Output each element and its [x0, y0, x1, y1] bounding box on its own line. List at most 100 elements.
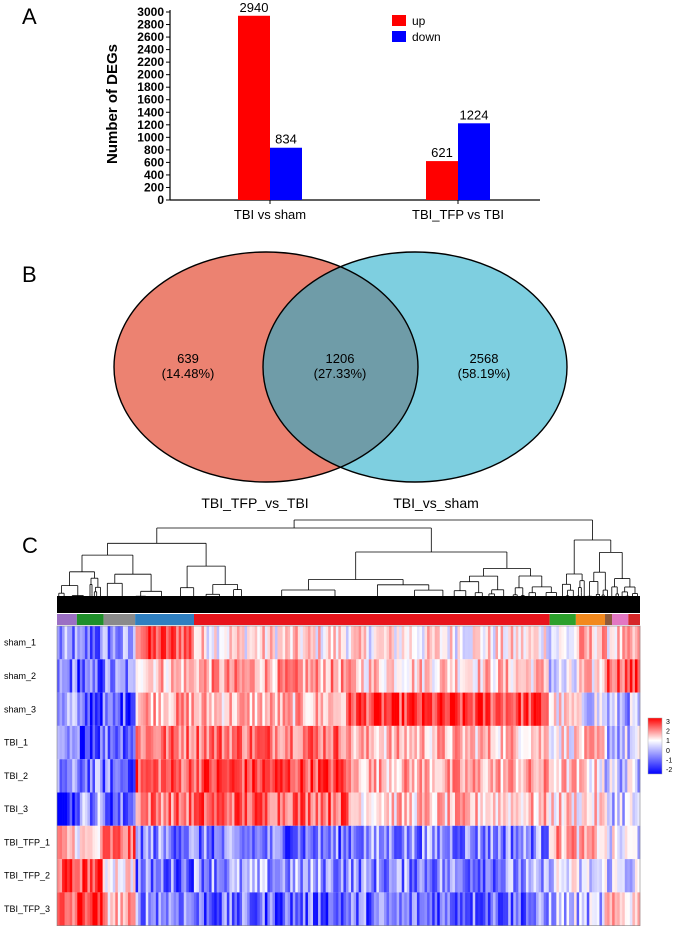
- heatmap-cell: [166, 759, 169, 793]
- heatmap-cell: [465, 792, 468, 826]
- heatmap-cell: [495, 692, 499, 726]
- heatmap-cell: [168, 859, 172, 893]
- heatmap-cell: [300, 659, 304, 693]
- heatmap-cell: [191, 659, 195, 693]
- heatmap-cell: [171, 659, 174, 693]
- heatmap-cell: [343, 792, 347, 826]
- heatmap-cell: [252, 792, 256, 826]
- heatmap-cell: [566, 692, 570, 726]
- bar-down: [458, 123, 490, 200]
- heatmap-cell: [416, 725, 420, 760]
- heatmap-cell: [252, 825, 256, 860]
- heatmap-cell: [117, 725, 121, 760]
- heatmap-cell: [178, 892, 182, 926]
- heatmap-cell: [518, 626, 522, 660]
- heatmap-cell: [72, 892, 76, 926]
- heatmap-cell: [543, 725, 547, 760]
- heatmap-cell: [176, 725, 179, 760]
- heatmap-cell: [290, 792, 294, 826]
- heatmap-cell: [391, 759, 395, 793]
- heatmap-cell: [566, 859, 570, 893]
- heatmap-cell: [462, 659, 466, 693]
- heatmap-cell: [176, 792, 179, 826]
- heatmap-cell: [272, 892, 276, 926]
- heatmap-cell: [510, 892, 514, 926]
- heatmap-cell: [105, 725, 108, 760]
- heatmap-cell: [601, 626, 605, 660]
- heatmap-cell: [574, 892, 577, 926]
- heatmap-cell: [229, 692, 233, 726]
- heatmap-cell: [477, 792, 481, 826]
- heatmap-cell: [285, 892, 288, 926]
- heatmap-cell: [67, 759, 70, 793]
- row-labels: sham_1sham_2sham_3TBI_1TBI_2TBI_3TBI_TFP…: [4, 638, 50, 914]
- heatmap-cell: [236, 792, 240, 826]
- heatmap-cell: [429, 892, 433, 926]
- heatmap-cell: [87, 859, 91, 893]
- heatmap-cell: [424, 892, 428, 926]
- heatmap-cell: [609, 659, 613, 693]
- heatmap-cell: [472, 725, 476, 760]
- heatmap-cell: [292, 792, 296, 826]
- heatmap-cell: [619, 759, 623, 793]
- heatmap-cell: [378, 759, 382, 793]
- heatmap-cell: [239, 759, 243, 793]
- heatmap-cell: [607, 792, 610, 826]
- heatmap-cell: [160, 692, 164, 726]
- heatmap-cell: [112, 626, 116, 660]
- heatmap-cell: [330, 825, 334, 860]
- heatmap-cell: [584, 659, 588, 693]
- heatmap-cell: [515, 859, 519, 893]
- heatmap-cell: [305, 825, 309, 860]
- heatmap-cell: [358, 859, 362, 893]
- heatmap-cell: [351, 692, 354, 726]
- heatmap-cell: [89, 626, 93, 660]
- heatmap-cell: [226, 759, 230, 793]
- heatmap-cell: [498, 692, 501, 726]
- heatmap-cell: [274, 859, 278, 893]
- heatmap-cell: [127, 692, 131, 726]
- heatmap-cell: [632, 859, 636, 893]
- heatmap-cell: [259, 692, 263, 726]
- heatmap-cell: [571, 626, 575, 660]
- heatmap-cell: [503, 825, 506, 860]
- heatmap-cell: [399, 659, 403, 693]
- heatmap-cell: [229, 725, 233, 760]
- heatmap-cell: [520, 792, 524, 826]
- heatmap-cell: [69, 759, 73, 793]
- heatmap-cell: [566, 626, 570, 660]
- heatmap-cell: [188, 626, 192, 660]
- heatmap-cell: [57, 759, 60, 793]
- heatmap-cell: [363, 892, 367, 926]
- heatmap-cell: [267, 659, 271, 693]
- heatmap-cell: [528, 692, 532, 726]
- heatmap-cell: [569, 725, 572, 760]
- heatmap-cell: [460, 692, 463, 726]
- heatmap-cell: [520, 725, 524, 760]
- heatmap-cell: [330, 792, 334, 826]
- heatmap-cell: [247, 659, 250, 693]
- heatmap-cell: [536, 692, 539, 726]
- heatmap-cell: [328, 792, 332, 826]
- heatmap-cell: [480, 792, 484, 826]
- heatmap-cell: [594, 892, 598, 926]
- heatmap-cell: [414, 792, 418, 826]
- heatmap-cell: [637, 859, 641, 893]
- heatmap-cell: [492, 626, 496, 660]
- heatmap-cell: [581, 859, 585, 893]
- heatmap-cell: [429, 792, 433, 826]
- heatmap-cell: [449, 692, 453, 726]
- heatmap-cell: [277, 759, 281, 793]
- heatmap-cell: [122, 725, 126, 760]
- heatmap-cell: [84, 825, 88, 860]
- heatmap-cell: [439, 825, 443, 860]
- heatmap-cell: [57, 825, 60, 860]
- heatmap-cell: [447, 825, 451, 860]
- heatmap-cell: [333, 759, 337, 793]
- heatmap-cell: [424, 759, 428, 793]
- heatmap-cell: [422, 692, 425, 726]
- heatmap-cell: [345, 825, 349, 860]
- heatmap-cell: [612, 659, 615, 693]
- heatmap-cell: [414, 825, 418, 860]
- heatmap-cell: [404, 626, 408, 660]
